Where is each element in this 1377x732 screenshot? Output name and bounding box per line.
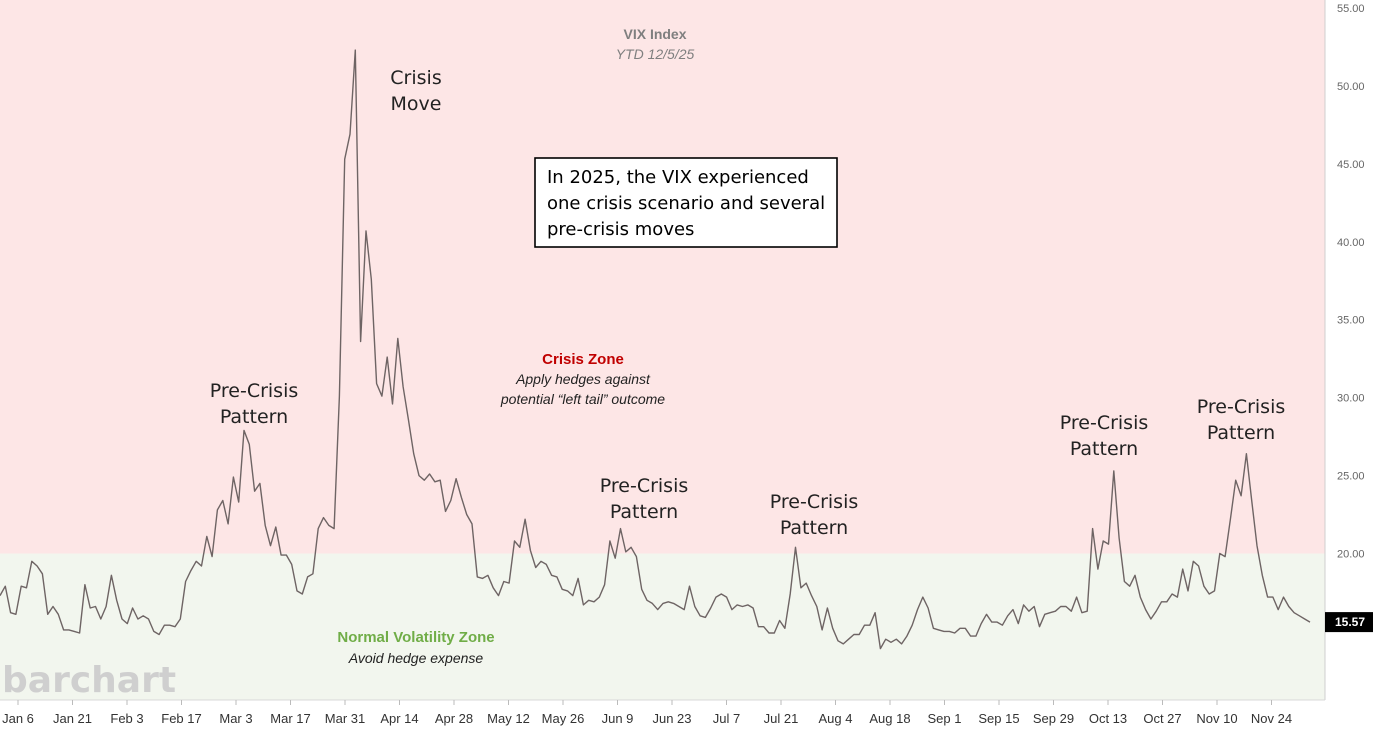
- x-tick-label: Feb 3: [110, 711, 143, 726]
- x-tick-label: Jun 23: [652, 711, 691, 726]
- crisis-move-label-line: Move: [391, 93, 442, 115]
- crisis-move-annotation: Crisis Move: [390, 67, 441, 115]
- pre-crisis-label-line: Pattern: [1207, 422, 1275, 444]
- y-tick-label: 20.00: [1337, 548, 1365, 560]
- x-tick-label: Mar 31: [325, 711, 365, 726]
- crisis-move-label-line: Crisis: [390, 67, 441, 89]
- pre-crisis-label-line: Pattern: [220, 406, 288, 428]
- y-tick-label: 50.00: [1337, 81, 1365, 93]
- crisis-zone-description-line: Apply hedges against: [515, 371, 651, 387]
- x-tick-label: Apr 14: [380, 711, 418, 726]
- chart-title: VIX Index: [623, 26, 686, 42]
- pre-crisis-label-line: Pattern: [1070, 438, 1138, 460]
- x-tick-label: Jan 6: [2, 711, 34, 726]
- pre-crisis-label-line: Pre-Crisis: [210, 380, 299, 402]
- x-tick-label: Aug 18: [869, 711, 910, 726]
- pre-crisis-label-line: Pre-Crisis: [1060, 412, 1149, 434]
- pre-crisis-annotation-june: Pre-Crisis Pattern: [600, 475, 689, 523]
- last-value-text: 15.57: [1335, 615, 1365, 629]
- y-tick-label: 55.00: [1337, 3, 1365, 15]
- x-tick-label: May 12: [487, 711, 530, 726]
- vix-series-line: [0, 49, 1311, 650]
- x-tick-label: Nov 10: [1196, 711, 1237, 726]
- x-tick-label: Sep 1: [928, 711, 962, 726]
- callout-box: [534, 157, 838, 248]
- pre-crisis-label-line: Pre-Crisis: [600, 475, 689, 497]
- x-tick-label: Oct 27: [1143, 711, 1181, 726]
- y-tick-label: 45.00: [1337, 159, 1365, 171]
- normal-zone-title: Normal Volatility Zone: [337, 629, 494, 646]
- y-tick-label: 25.00: [1337, 471, 1365, 483]
- x-tick-label: Aug 4: [819, 711, 853, 726]
- pre-crisis-label-line: Pattern: [780, 517, 848, 539]
- last-value-tag: 15.57: [1325, 612, 1373, 633]
- callout-text-line: pre-crisis moves: [547, 219, 694, 240]
- x-tick-label: Jul 21: [764, 711, 799, 726]
- callout-text-line: one crisis scenario and several: [547, 193, 825, 214]
- chart-subtitle: YTD 12/5/25: [616, 46, 695, 62]
- callout-text: In 2025, the VIX experienced one crisis s…: [547, 167, 825, 240]
- y-axis-ticks: 55.00 50.00 45.00 40.00 35.00 30.00 25.00 20.00: [1337, 3, 1365, 560]
- x-tick-label: Jul 7: [713, 711, 740, 726]
- pre-crisis-annotation-october: Pre-Crisis Pattern: [1060, 412, 1149, 460]
- crisis-zone-description-line: potential “left tail” outcome: [500, 391, 665, 407]
- x-axis-ticks: Jan 6 Jan 21 Feb 3 Feb 17 Mar 3 Mar 17 Mar 31 A…: [2, 700, 1292, 726]
- pre-crisis-label-line: Pattern: [610, 501, 678, 523]
- crisis-zone-description: Apply hedges against potential “left tail…: [500, 371, 665, 407]
- x-tick-label: Mar 3: [219, 711, 252, 726]
- pre-crisis-annotation-august: Pre-Crisis Pattern: [770, 491, 859, 539]
- y-tick-label: 40.00: [1337, 237, 1365, 249]
- x-tick-label: Nov 24: [1251, 711, 1292, 726]
- y-tick-label: 35.00: [1337, 315, 1365, 327]
- x-tick-label: Sep 29: [1033, 711, 1074, 726]
- normal-zone-band: [0, 553, 1325, 700]
- x-tick-label: Apr 28: [435, 711, 473, 726]
- callout-text-line: In 2025, the VIX experienced: [547, 167, 809, 188]
- x-tick-label: Jan 21: [53, 711, 92, 726]
- y-tick-label: 30.00: [1337, 393, 1365, 405]
- crisis-zone-band: [0, 0, 1325, 554]
- pre-crisis-annotation-march: Pre-Crisis Pattern: [210, 380, 299, 428]
- pre-crisis-label-line: Pre-Crisis: [1197, 396, 1286, 418]
- last-value-box: [1325, 612, 1373, 633]
- barchart-watermark: barchart: [2, 660, 176, 701]
- x-tick-label: Oct 13: [1089, 711, 1127, 726]
- x-tick-label: May 26: [542, 711, 585, 726]
- x-tick-label: Mar 17: [270, 711, 310, 726]
- x-tick-label: Sep 15: [978, 711, 1019, 726]
- pre-crisis-label-line: Pre-Crisis: [770, 491, 859, 513]
- normal-zone-description: Avoid hedge expense: [348, 650, 484, 666]
- x-tick-label: Jun 9: [602, 711, 634, 726]
- x-tick-label: Feb 17: [161, 711, 201, 726]
- pre-crisis-annotation-november: Pre-Crisis Pattern: [1197, 396, 1286, 444]
- crisis-zone-title: Crisis Zone: [542, 351, 624, 368]
